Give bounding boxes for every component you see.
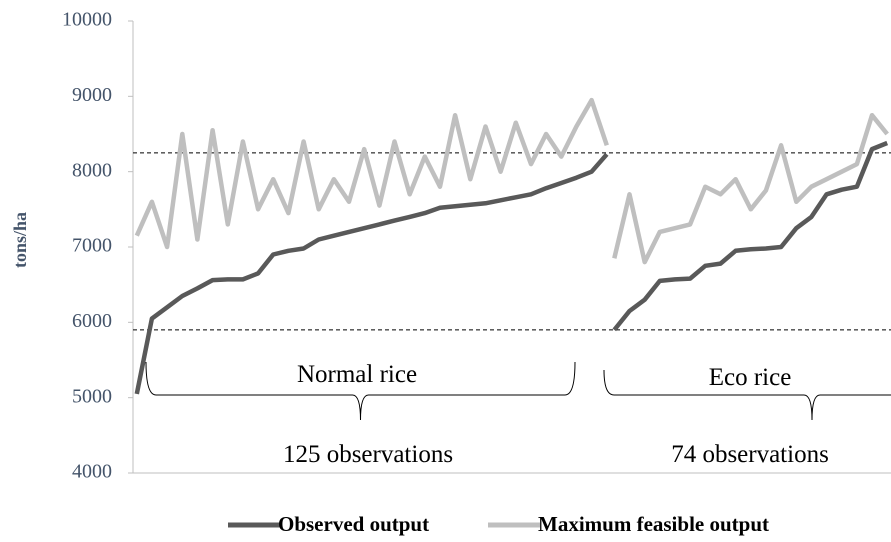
- y-tick-label: 8000: [72, 159, 112, 181]
- annotation: Eco rice: [709, 364, 792, 391]
- y-tick-label: 10000: [62, 9, 112, 31]
- data-line: [134, 140, 889, 395]
- data-line: [134, 97, 889, 265]
- annotation: Normal rice: [297, 361, 417, 388]
- y-tick-label: 4000: [72, 461, 112, 483]
- y-tick-label: 7000: [72, 235, 112, 257]
- brace: [145, 361, 576, 421]
- y-tick-label: 5000: [72, 385, 112, 407]
- legend-label: Observed output: [278, 512, 429, 536]
- legend-label: Maximum feasible output: [538, 512, 769, 536]
- y-tick-label: 6000: [72, 310, 112, 332]
- y-axis-label: tons/ha: [10, 212, 30, 268]
- y-tick-label: 9000: [72, 84, 112, 106]
- annotation: 74 observations: [671, 441, 829, 468]
- brace: [603, 369, 891, 421]
- annotation: 125 observations: [283, 441, 453, 468]
